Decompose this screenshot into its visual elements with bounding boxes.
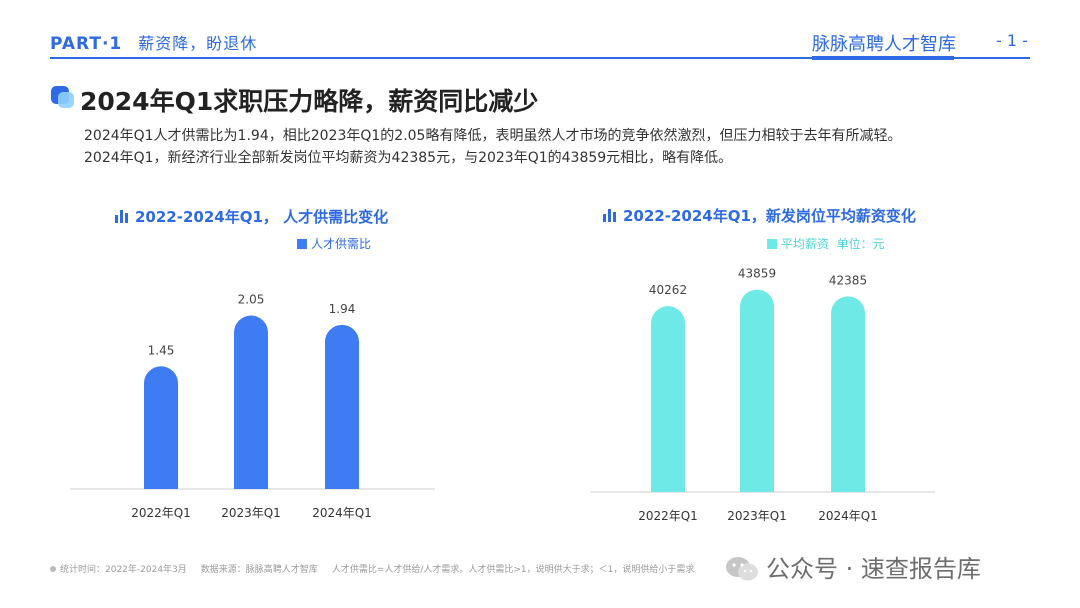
bar-chart-icon [603, 209, 616, 222]
chart1-bar [144, 366, 178, 489]
chart1-category-label: 2023年Q1 [221, 506, 281, 520]
chart2-category-label: 2022年Q1 [638, 509, 698, 523]
chart1-category-label: 2022年Q1 [131, 506, 191, 520]
brand-name: 脉脉高聘人才智库 [812, 34, 956, 55]
chart1-bar [325, 324, 359, 489]
part-label: PART·1 [50, 34, 123, 54]
footer: 统计时间：2022年-2024年3月 数据来源：脉脉高聘人才智库 人才供需比=人才供… [50, 562, 694, 575]
chart2-value-label: 43859 [738, 267, 776, 281]
footer-note: 人才供需比=人才供给/人才需求。人才供需比>1，说明供大于求；＜1，说明供给小于… [331, 565, 695, 575]
chart2-value-label: 40262 [649, 283, 687, 297]
chart1-title-text: 2022-2024年Q1， 人才供需比变化 [135, 208, 389, 226]
legend-swatch [297, 239, 307, 249]
chart1-bar [234, 315, 268, 489]
watermark: 公众号 · 速查报告库 [724, 549, 981, 584]
chart1-category-label: 2024年Q1 [312, 506, 372, 520]
chart2-category-label: 2024年Q1 [818, 509, 878, 523]
bar-chart-icon [115, 210, 128, 223]
section-title: 薪资降，盼退休 [138, 34, 258, 53]
chart1-value-label: 1.45 [148, 343, 175, 357]
brand-underline [812, 56, 954, 60]
legend-swatch [767, 239, 777, 249]
title-bullet-icon [51, 86, 74, 108]
chart2-title: 2022-2024年Q1，新发岗位平均薪资变化 [603, 205, 916, 226]
chart1-legend-label: 人才供需比 [311, 237, 372, 251]
footer-time: 统计时间：2022年-2024年3月 [60, 565, 187, 575]
footer-source: 数据来源：脉脉高聘人才智库 [200, 565, 318, 575]
page-number: - 1 - [996, 31, 1028, 50]
chart2-bar [651, 306, 685, 492]
chart1-legend: 人才供需比 [297, 235, 371, 252]
chart1-value-label: 1.94 [329, 302, 356, 316]
chart2-legend: 平均薪资 单位：元 [767, 235, 885, 252]
description-line-2: 2024年Q1，新经济行业全部新发岗位平均薪资为42385元，与2023年Q1的… [84, 150, 733, 166]
watermark-text: 公众号 · 速查报告库 [766, 555, 981, 583]
wechat-icon [726, 557, 758, 581]
chart2-bar [740, 289, 774, 492]
chart2-unit-note: 单位：元 [836, 237, 885, 251]
page-title: 2024年Q1求职压力略降，薪资同比减少 [80, 87, 539, 116]
chart2-value-label: 42385 [829, 273, 867, 287]
chart2-title-text: 2022-2024年Q1，新发岗位平均薪资变化 [623, 207, 916, 225]
chart2-bar [831, 296, 865, 492]
description-line-1: 2024年Q1人才供需比为1.94，相比2023年Q1的2.05略有降低，表明虽… [84, 128, 902, 144]
part-header: PART·1 薪资降，盼退休 [50, 30, 257, 54]
chart2-category-label: 2023年Q1 [727, 509, 787, 523]
chart2-legend-label: 平均薪资 [781, 237, 830, 251]
chart1-title: 2022-2024年Q1， 人才供需比变化 [115, 206, 388, 227]
header-divider [50, 57, 1030, 59]
chart1-value-label: 2.05 [238, 293, 265, 307]
footer-bullet-icon [50, 566, 56, 572]
